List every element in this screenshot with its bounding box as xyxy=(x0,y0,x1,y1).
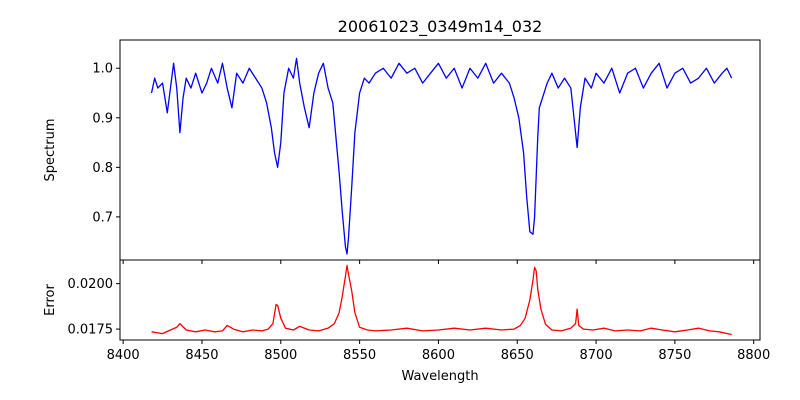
x-tick-label-1: 8450 xyxy=(185,348,218,363)
x-tick-label-2: 8500 xyxy=(264,348,297,363)
x-tick-label-3: 8550 xyxy=(343,348,376,363)
spectrum-y-label: Spectrum xyxy=(43,119,58,182)
y-tick-label-0-2: 0.9 xyxy=(92,111,113,126)
x-axis: 8400 8450 8500 8550 8600 8650 8700 8750 8800 xyxy=(107,340,770,363)
error-frame xyxy=(119,259,761,341)
y-tick-label-0-3: 1.0 xyxy=(92,62,113,77)
spectrum-panel: 20061023_0349m14_032 0.7 0.8 0.9 1.0 Spectr… xyxy=(43,17,761,264)
y-tick-label-0-1: 0.8 xyxy=(92,161,113,176)
y-tick-label-1-0: 0.0175 xyxy=(68,323,114,338)
x-tick-label-6: 8700 xyxy=(580,348,613,363)
error-plot-area xyxy=(151,264,732,336)
error-y-label: Error xyxy=(43,284,58,316)
y-tick-label-0-0: 0.7 xyxy=(92,210,113,225)
y-tick-label-1-1: 0.0200 xyxy=(68,277,114,292)
series-line-1-0 xyxy=(151,264,732,336)
spectrum-plot-area xyxy=(122,57,755,264)
error-y-axis: 0.0175 0.0200 xyxy=(68,277,120,338)
x-tick-label-0: 8400 xyxy=(107,348,140,363)
x-axis-label: Wavelength xyxy=(401,369,478,384)
x-tick-label-7: 8750 xyxy=(658,348,691,363)
series-line-0-0 xyxy=(150,57,733,255)
error-panel: 0.0175 0.0200 8400 8450 8500 8550 8600 8650 870… xyxy=(43,259,770,384)
x-tick-label-8: 8800 xyxy=(737,348,770,363)
chart-title: 20061023_0349m14_032 xyxy=(338,17,543,37)
x-tick-label-4: 8600 xyxy=(422,348,455,363)
x-tick-label-5: 8650 xyxy=(501,348,534,363)
spectrum-y-axis: 0.7 0.8 0.9 1.0 xyxy=(92,62,120,225)
